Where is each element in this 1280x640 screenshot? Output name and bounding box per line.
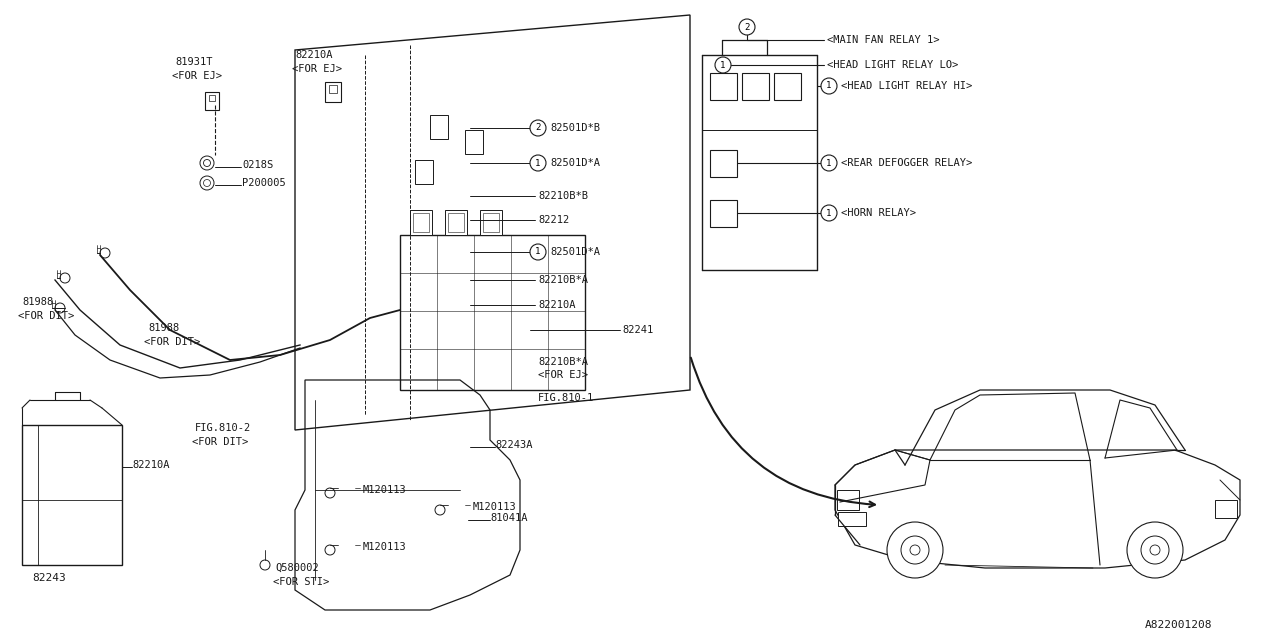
Bar — [742, 73, 769, 100]
Text: <MAIN FAN RELAY 1>: <MAIN FAN RELAY 1> — [827, 35, 940, 45]
Text: <FOR EJ>: <FOR EJ> — [292, 64, 342, 74]
Circle shape — [204, 159, 210, 166]
Bar — [413, 213, 429, 232]
Text: 82501D*A: 82501D*A — [550, 158, 600, 168]
Bar — [22, 425, 122, 565]
Bar — [430, 115, 448, 139]
Text: 82210A: 82210A — [132, 460, 169, 470]
Bar — [445, 210, 467, 235]
Text: <FOR EJ>: <FOR EJ> — [538, 370, 588, 380]
Circle shape — [901, 536, 929, 564]
Text: <FOR DIT>: <FOR DIT> — [18, 311, 74, 321]
Bar — [448, 213, 465, 232]
Text: 81041A: 81041A — [490, 513, 527, 523]
Text: A822001208: A822001208 — [1146, 620, 1212, 630]
Text: 1: 1 — [721, 61, 726, 70]
Bar — [837, 490, 859, 510]
Bar — [838, 512, 867, 526]
Bar — [325, 82, 340, 102]
Circle shape — [260, 560, 270, 570]
Text: <FOR DIT>: <FOR DIT> — [192, 437, 248, 447]
Circle shape — [200, 156, 214, 170]
Circle shape — [820, 205, 837, 221]
Bar — [710, 150, 737, 177]
Text: 1: 1 — [535, 159, 540, 168]
Circle shape — [435, 505, 445, 515]
Circle shape — [739, 19, 755, 35]
Text: 81931T: 81931T — [175, 57, 212, 67]
Text: <HEAD LIGHT RELAY HI>: <HEAD LIGHT RELAY HI> — [841, 81, 973, 91]
Text: 2: 2 — [744, 22, 750, 31]
Circle shape — [887, 522, 943, 578]
Bar — [1215, 500, 1236, 518]
Text: 82501D*B: 82501D*B — [550, 123, 600, 133]
Bar — [483, 213, 499, 232]
Text: 0218S: 0218S — [242, 160, 273, 170]
Circle shape — [60, 273, 70, 283]
Text: <HEAD LIGHT RELAY LO>: <HEAD LIGHT RELAY LO> — [827, 60, 959, 70]
Circle shape — [325, 488, 335, 498]
Text: 82210B*B: 82210B*B — [538, 191, 588, 201]
Text: P200005: P200005 — [242, 178, 285, 188]
Bar — [205, 92, 219, 110]
Circle shape — [530, 155, 547, 171]
Text: M120113: M120113 — [364, 542, 407, 552]
Circle shape — [910, 545, 920, 555]
Text: 82210B*A: 82210B*A — [538, 357, 588, 367]
Text: 82243: 82243 — [32, 573, 65, 583]
Text: <HORN RELAY>: <HORN RELAY> — [841, 208, 916, 218]
Text: 82501D*A: 82501D*A — [550, 247, 600, 257]
Circle shape — [55, 303, 65, 313]
Circle shape — [820, 78, 837, 94]
Text: 1: 1 — [827, 209, 832, 218]
Text: <FOR DIT>: <FOR DIT> — [143, 337, 200, 347]
Text: FIG.810-2: FIG.810-2 — [195, 423, 251, 433]
Bar — [415, 160, 433, 184]
Bar — [399, 235, 585, 390]
Text: 1: 1 — [535, 248, 540, 257]
Text: FIG.810-1: FIG.810-1 — [538, 393, 594, 403]
Text: 1: 1 — [827, 159, 832, 168]
Text: <FOR EJ>: <FOR EJ> — [172, 71, 221, 81]
Bar — [710, 73, 737, 100]
Text: 2: 2 — [535, 124, 540, 132]
Text: 1: 1 — [827, 81, 832, 90]
Circle shape — [325, 545, 335, 555]
Bar — [410, 210, 433, 235]
Circle shape — [1149, 545, 1160, 555]
Bar — [209, 95, 215, 101]
Text: 82212: 82212 — [538, 215, 570, 225]
Text: M120113: M120113 — [364, 485, 407, 495]
Text: 82243A: 82243A — [495, 440, 532, 450]
Text: 82210B*A: 82210B*A — [538, 275, 588, 285]
Bar — [329, 85, 337, 93]
Circle shape — [716, 57, 731, 73]
Bar — [480, 210, 502, 235]
Bar — [774, 73, 801, 100]
Circle shape — [1126, 522, 1183, 578]
Text: 82210A: 82210A — [294, 50, 333, 60]
Text: <FOR STI>: <FOR STI> — [273, 577, 329, 587]
Text: 82241: 82241 — [622, 325, 653, 335]
Circle shape — [100, 248, 110, 258]
Bar — [465, 130, 483, 154]
Text: 82210A: 82210A — [538, 300, 576, 310]
Text: <REAR DEFOGGER RELAY>: <REAR DEFOGGER RELAY> — [841, 158, 973, 168]
Circle shape — [1140, 536, 1169, 564]
Circle shape — [200, 176, 214, 190]
Circle shape — [820, 155, 837, 171]
Circle shape — [204, 179, 210, 186]
Text: 81988: 81988 — [22, 297, 54, 307]
Text: 81988: 81988 — [148, 323, 179, 333]
Text: Q580002: Q580002 — [275, 563, 319, 573]
Circle shape — [530, 244, 547, 260]
Text: M120113: M120113 — [474, 502, 517, 512]
Circle shape — [530, 120, 547, 136]
Bar — [710, 200, 737, 227]
